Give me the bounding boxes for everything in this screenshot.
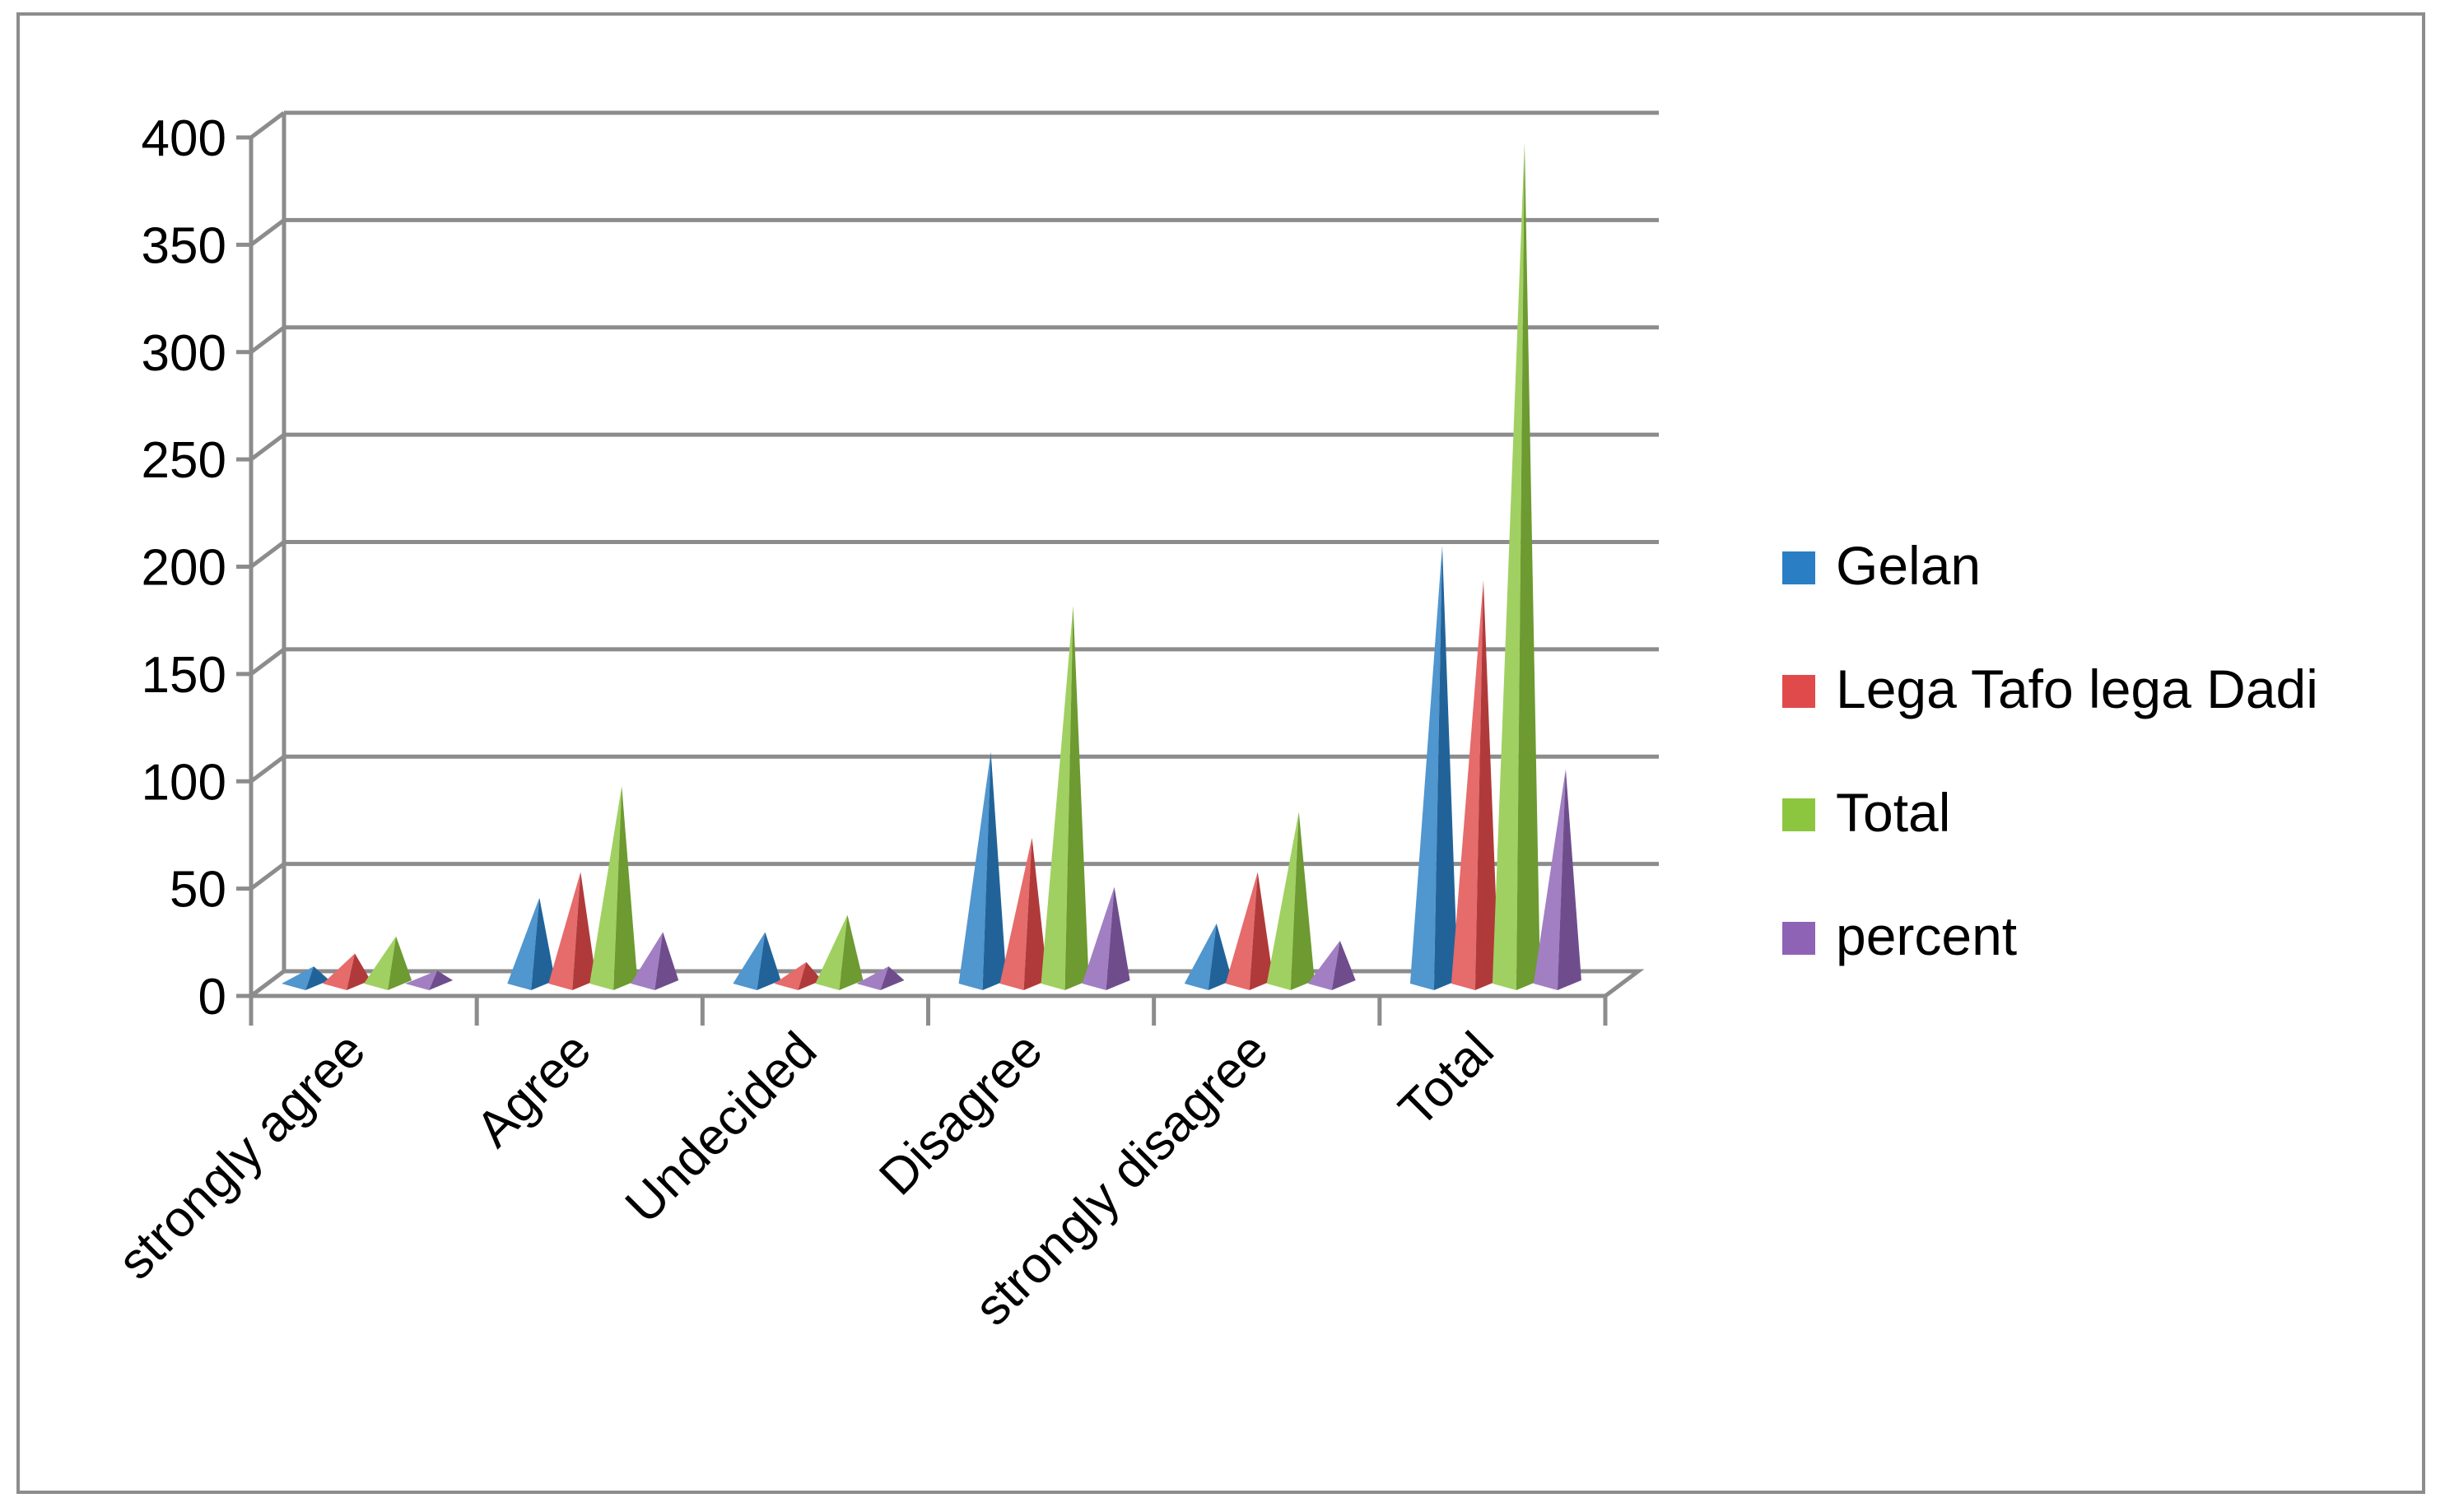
gridline-side [249,540,286,569]
y-tick-label: 200 [142,540,226,597]
legend-label: percent [1836,905,2017,966]
pyramid-gelan [958,751,1007,990]
y-tick-label: 100 [142,754,226,811]
legend-label: Total [1836,782,1950,843]
pyramid-percent [631,932,679,990]
legend-swatch [1782,922,1815,955]
pyramid-lega-tafo-lega-dadi [1451,579,1499,990]
legend-label: Lega Tafo lega Dadi [1836,658,2318,719]
pyramid-total [589,786,638,990]
y-tick-label: 400 [142,110,226,167]
legend-swatch [1782,551,1815,584]
y-tick-label: 300 [142,325,226,382]
legend: Gelan Lega Tafo lega Dadi Total percent [1782,535,2318,966]
legend-item: Gelan [1782,535,1981,596]
y-tick-label: 50 [170,862,226,919]
pyramid-total [1041,606,1089,990]
pyramid-lega-tafo-lega-dadi [1225,872,1274,990]
x-axis-ticks: strongly agree Agree Undecided Disagreestro… [107,1021,1504,1337]
gridline-side [249,433,286,462]
legend-swatch [1782,675,1815,708]
legend-item: Total [1782,782,1950,843]
gridline-side [249,755,286,784]
pyramid-gelan [733,932,781,990]
y-tick-label: 250 [142,432,226,489]
gridline-side [249,647,286,676]
y-tick-label: 150 [142,647,226,704]
y-tick-label: 0 [198,969,226,1026]
pyramid-lega-tafo-lega-dadi [323,953,371,990]
legend-swatch [1782,798,1815,831]
pyramid-percent [1533,769,1581,990]
legend-item: percent [1782,905,2017,966]
pyramid-percent [856,966,905,990]
pyramid-lega-tafo-lega-dadi [548,872,597,990]
x-tick-label: Disagree [869,1021,1053,1206]
pyramid-gelan [1409,546,1458,990]
chart-frame [16,12,2425,1494]
x-tick-label: Undecided [615,1021,827,1234]
legend-label: Gelan [1836,535,1981,596]
pyramid-percent [1082,886,1130,990]
y-axis-ticks: 0 50 100 150 200 250 300 350 400 [142,110,226,1026]
gridline-side [249,218,286,247]
x-tick-label: Agree [465,1021,602,1158]
gridline-side [249,111,286,139]
x-tick-label: strongly agree [107,1021,376,1291]
pyramid-lega-tafo-lega-dadi [774,961,822,990]
pyramid-total [1492,142,1540,991]
pyramid-gelan [507,897,556,990]
x-tick-label: Total [1388,1021,1504,1137]
pyramid-percent [1307,940,1356,990]
pyramid-lega-tafo-lega-dadi [999,837,1048,990]
pyramid-total [1266,812,1315,990]
pyramid-percent [405,970,454,990]
gridline-side [249,325,286,354]
pyramid-total [815,914,864,990]
legend-item: Lega Tafo lega Dadi [1782,658,2318,719]
y-tick-label: 350 [142,217,226,274]
pyramid-total [364,936,412,990]
pyramid-bars [282,142,1581,991]
pyramid-gelan [282,966,330,990]
gridline-side [249,862,286,891]
pyramid-gelan [1184,923,1232,990]
